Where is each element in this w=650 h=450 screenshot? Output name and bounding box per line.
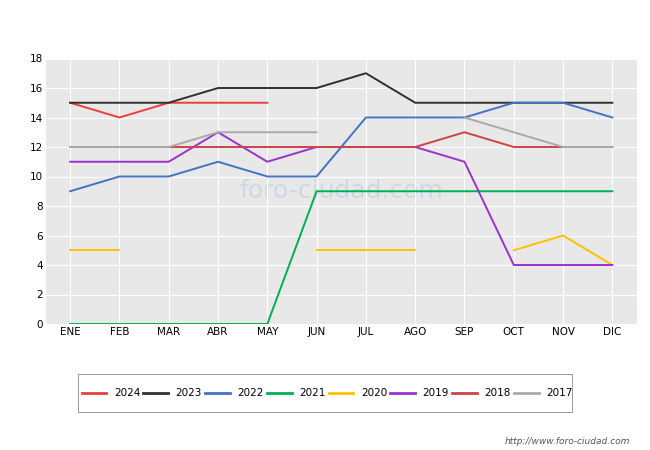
Text: Afiliados en Malanquilla a 31/5/2024: Afiliados en Malanquilla a 31/5/2024	[151, 17, 499, 32]
Text: 2018: 2018	[484, 387, 511, 398]
Text: 2022: 2022	[237, 387, 264, 398]
Text: foro-ciudad.com: foro-ciudad.com	[239, 179, 443, 203]
Text: 2023: 2023	[176, 387, 202, 398]
Text: 2024: 2024	[114, 387, 140, 398]
Text: 2017: 2017	[546, 387, 573, 398]
Text: 2020: 2020	[361, 387, 387, 398]
Text: 2021: 2021	[299, 387, 326, 398]
Text: http://www.foro-ciudad.com: http://www.foro-ciudad.com	[505, 436, 630, 446]
Text: 2019: 2019	[422, 387, 449, 398]
